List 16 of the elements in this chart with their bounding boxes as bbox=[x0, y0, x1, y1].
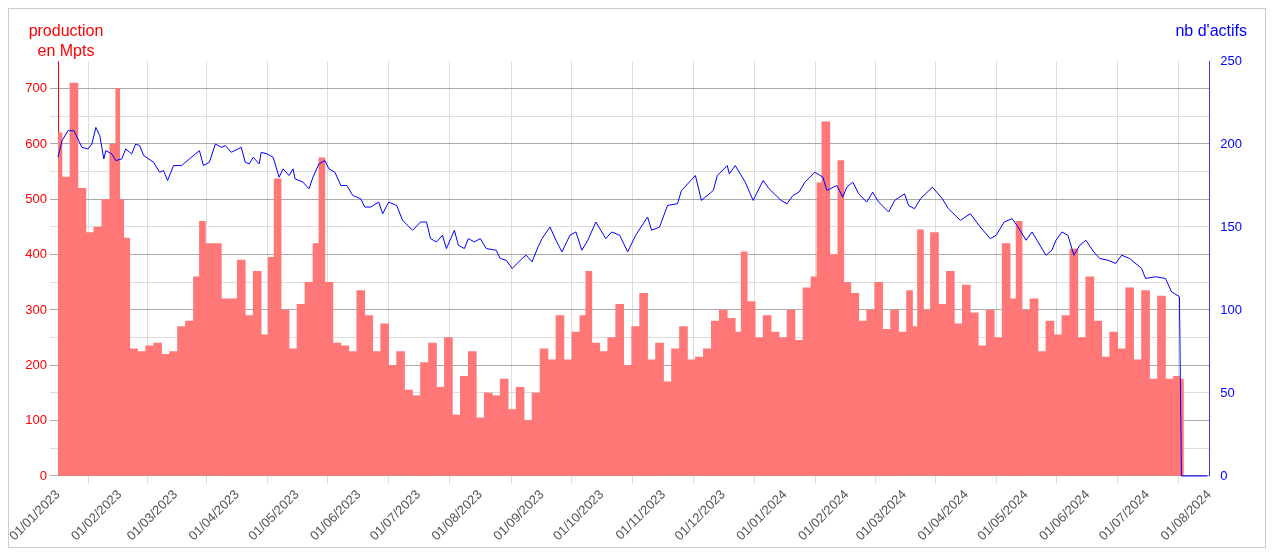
y2-tick-label: 100 bbox=[1220, 301, 1243, 317]
y-tick-label: 400 bbox=[25, 246, 48, 262]
y-axis-title: production en Mpts bbox=[27, 21, 105, 61]
y-tick-label: 0 bbox=[39, 467, 48, 483]
y-tick-label: 100 bbox=[25, 412, 48, 428]
y2-tick-label: 0 bbox=[1220, 467, 1228, 483]
y2-tick-label: 250 bbox=[1220, 52, 1243, 68]
y-tick-label: 300 bbox=[25, 301, 48, 317]
y-tick-label: 600 bbox=[25, 135, 48, 151]
y-tick-label: 700 bbox=[25, 80, 48, 96]
y-tick-label: 200 bbox=[25, 356, 48, 372]
y2-axis-title: nb d'actifs bbox=[1175, 21, 1247, 41]
y2-tick-label: 150 bbox=[1220, 218, 1243, 234]
y2-tick-label: 200 bbox=[1220, 135, 1243, 151]
y-tick-label: 500 bbox=[25, 190, 48, 206]
y2-tick-label: 50 bbox=[1220, 384, 1235, 400]
